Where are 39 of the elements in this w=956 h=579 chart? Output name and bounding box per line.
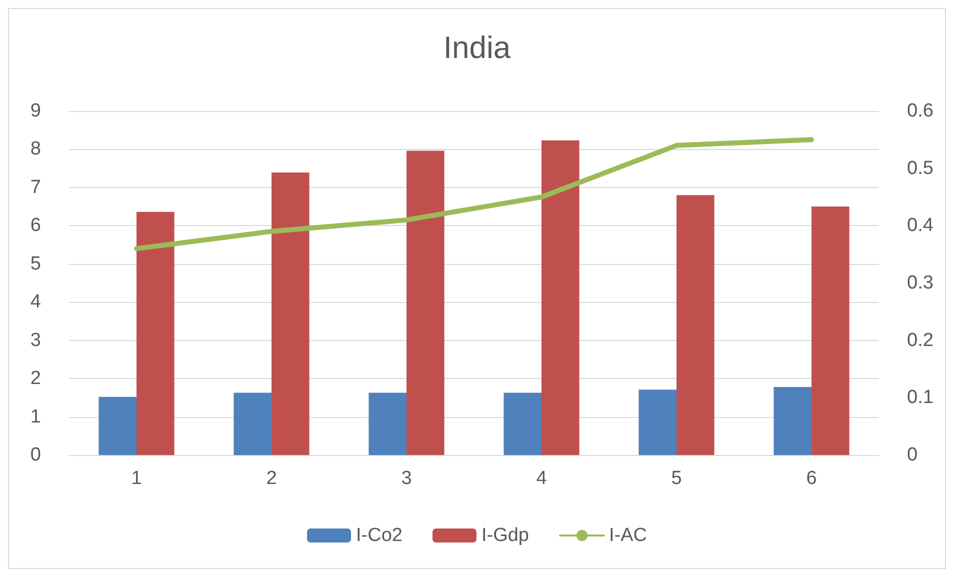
chart-title: India xyxy=(443,30,512,65)
y2-tick-label: 0.4 xyxy=(907,215,934,236)
y-tick-label: 7 xyxy=(30,176,41,198)
x-tick-label: 4 xyxy=(536,468,548,489)
bar xyxy=(368,392,406,455)
y-tick-label: 5 xyxy=(30,253,41,274)
y-tick-label: 6 xyxy=(30,215,41,236)
x-tick-label: 1 xyxy=(131,468,142,489)
bar xyxy=(406,150,444,455)
y-tick-label: 1 xyxy=(30,406,41,428)
y-tick-label: 3 xyxy=(30,330,41,351)
y2-tick-label: 0.5 xyxy=(907,158,934,179)
y-tick-label: 0 xyxy=(30,444,41,466)
x-tick-label: 6 xyxy=(806,468,817,489)
bar xyxy=(136,212,174,455)
y2-tick-label: 0.3 xyxy=(907,272,934,294)
bar xyxy=(638,390,676,455)
y-tick-label: 8 xyxy=(30,138,41,160)
legend-label: I-Co2 xyxy=(356,525,402,546)
y-tick-label: 4 xyxy=(30,292,42,313)
x-tick-label: 2 xyxy=(266,468,277,489)
x-tick-label: 3 xyxy=(401,468,412,489)
bar xyxy=(504,392,542,455)
bar xyxy=(98,396,136,455)
y2-tick-label: 0.2 xyxy=(907,330,934,351)
x-tick-label: 5 xyxy=(671,468,682,489)
bar xyxy=(676,195,714,455)
y2-tick-label: 0 xyxy=(907,444,918,466)
y-tick-label: 9 xyxy=(30,100,41,122)
bar xyxy=(774,386,812,455)
bar xyxy=(272,172,310,455)
bar xyxy=(812,206,850,455)
y-tick-label: 2 xyxy=(30,368,41,390)
y2-tick-label: 0.6 xyxy=(907,100,934,122)
bar xyxy=(542,140,580,455)
legend-label: I-AC xyxy=(608,525,647,546)
bar xyxy=(234,392,272,455)
y2-tick-label: 0.1 xyxy=(907,387,934,408)
legend-label: I-Gdp xyxy=(481,525,529,546)
